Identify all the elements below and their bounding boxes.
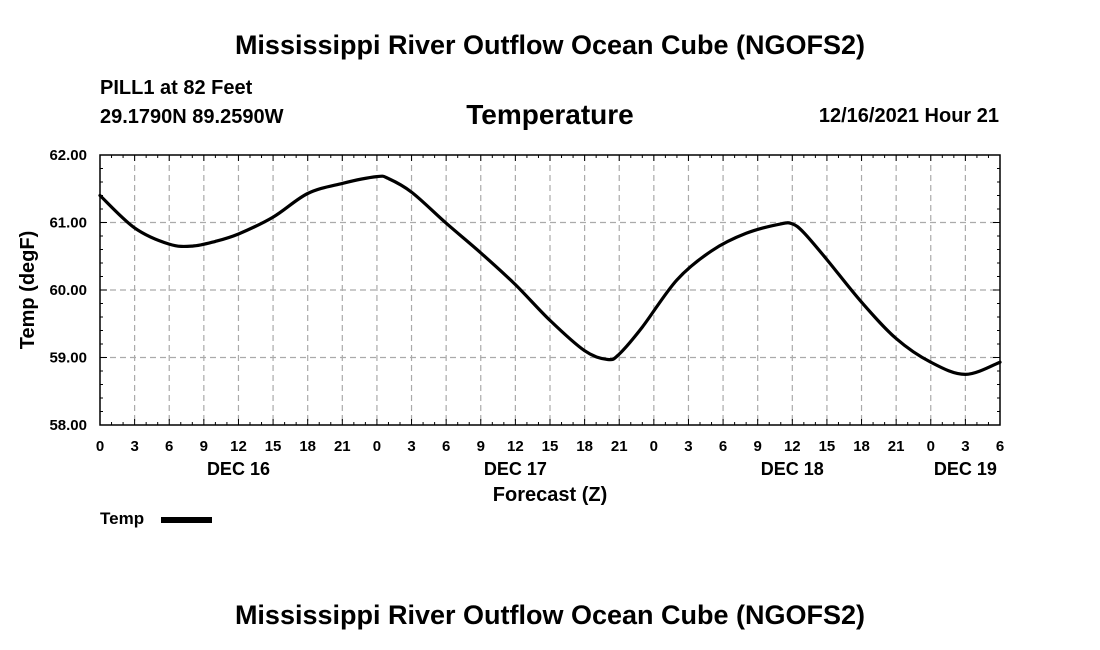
x-tick-label: 15 xyxy=(265,438,282,455)
x-date-label: DEC 17 xyxy=(484,459,547,479)
chart-title-bottom: Mississippi River Outflow Ocean Cube (NG… xyxy=(234,600,866,630)
y-tick-label: 60.00 xyxy=(49,282,87,299)
x-tick-label: 0 xyxy=(650,438,658,455)
x-tick-label: 6 xyxy=(996,438,1004,455)
station-coordinates: 29.1790N 89.2590W xyxy=(100,106,284,128)
x-tick-label: 0 xyxy=(927,438,935,455)
x-tick-label: 3 xyxy=(961,438,969,455)
x-tick-label: 12 xyxy=(230,438,247,455)
station-label: PILL1 at 82 Feet xyxy=(100,77,253,99)
y-tick-label: 58.00 xyxy=(49,417,87,434)
x-tick-label: 0 xyxy=(373,438,381,455)
forecast-datetime: 12/16/2021 Hour 21 xyxy=(818,105,999,127)
x-tick-label: 18 xyxy=(853,438,870,455)
temp-series-line xyxy=(98,174,1002,376)
y-tick-label: 62.00 xyxy=(49,147,87,164)
legend-swatch xyxy=(161,517,212,523)
x-tick-label: 21 xyxy=(888,438,905,455)
variable-title: Temperature xyxy=(466,99,634,130)
x-tick-label: 6 xyxy=(719,438,727,455)
x-date-label: DEC 19 xyxy=(934,459,997,479)
y-tick-label: 59.00 xyxy=(49,350,87,367)
x-tick-label: 3 xyxy=(684,438,692,455)
x-tick-label: 12 xyxy=(784,438,801,455)
axis-ticks: 0 3 6 9 12 15 18 21 0 3 6 9 12 15 18 21 0 3 6 9 12 15 18 21 0 3 6 5… xyxy=(49,147,1004,479)
x-tick-label: 21 xyxy=(334,438,351,455)
x-date-label: DEC 16 xyxy=(207,459,270,479)
x-tick-label: 9 xyxy=(477,438,485,455)
y-axis-label: Temp (degF) xyxy=(17,231,39,350)
x-tick-label: 9 xyxy=(200,438,208,455)
x-tick-label: 18 xyxy=(299,438,316,455)
x-tick-label: 15 xyxy=(819,438,836,455)
legend-label: Temp xyxy=(100,509,145,528)
grid-lines xyxy=(100,155,1000,425)
x-tick-label: 3 xyxy=(407,438,415,455)
x-tick-label: 6 xyxy=(165,438,173,455)
x-date-label: DEC 18 xyxy=(761,459,824,479)
x-tick-label: 3 xyxy=(130,438,138,455)
y-tick-label: 61.00 xyxy=(49,215,87,232)
x-tick-label: 18 xyxy=(576,438,593,455)
x-tick-label: 15 xyxy=(542,438,559,455)
chart-title-top: Mississippi River Outflow Ocean Cube (NG… xyxy=(234,30,866,60)
x-tick-label: 0 xyxy=(96,438,104,455)
x-tick-label: 9 xyxy=(754,438,762,455)
x-tick-label: 21 xyxy=(611,438,628,455)
x-axis-label: Forecast (Z) xyxy=(493,484,607,506)
x-tick-label: 6 xyxy=(442,438,450,455)
x-tick-label: 12 xyxy=(507,438,524,455)
